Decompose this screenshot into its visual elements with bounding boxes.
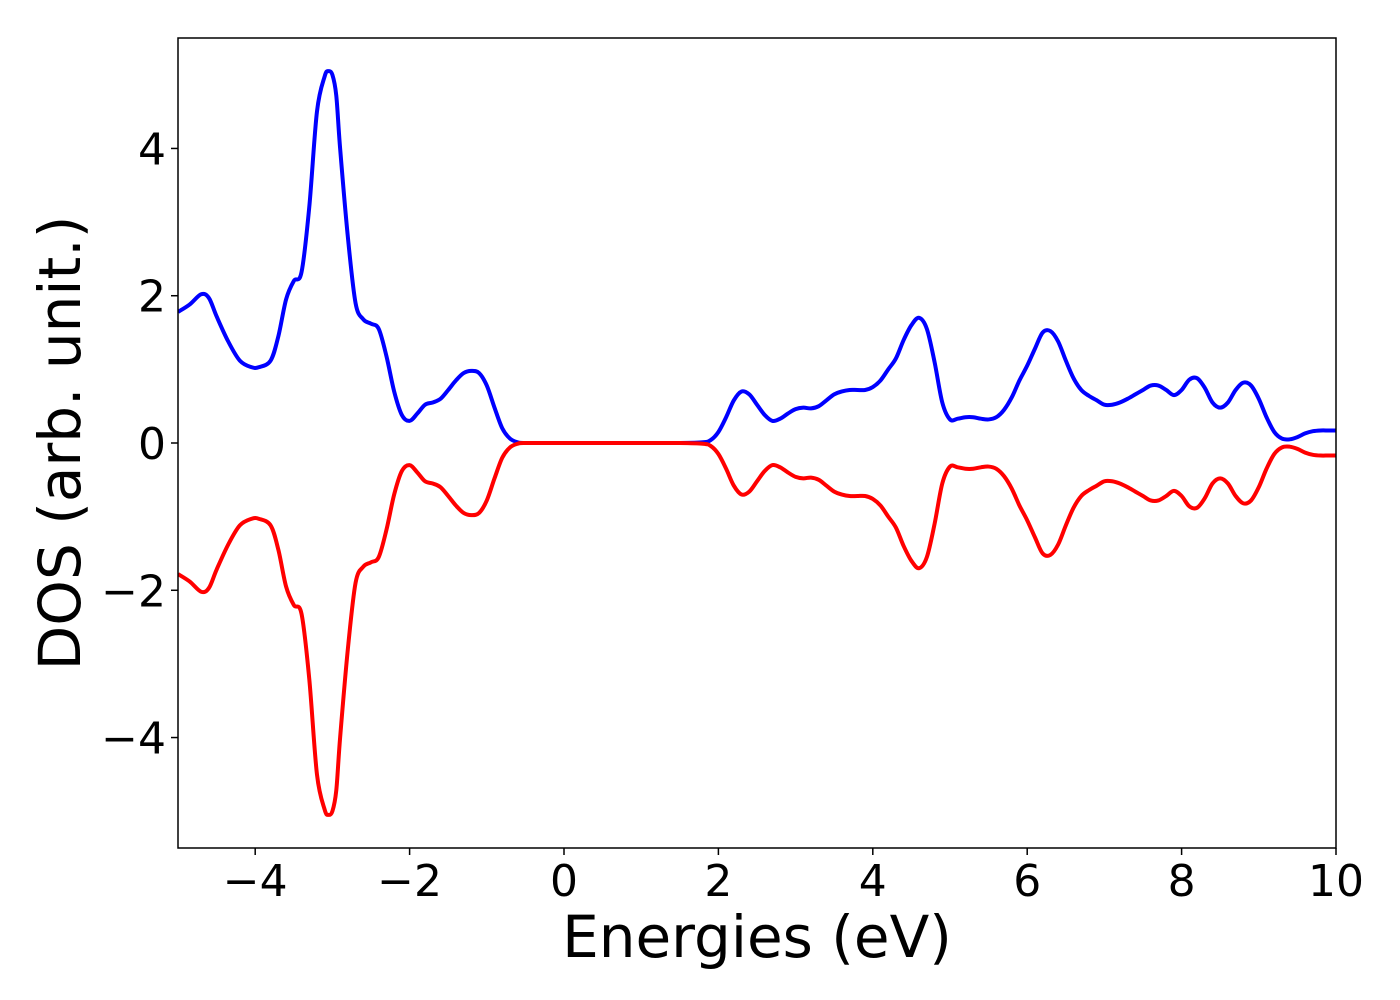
series-line-2 bbox=[178, 440, 1336, 817]
x-tick-label: 0 bbox=[550, 856, 578, 907]
y-tick-label: 2 bbox=[138, 272, 166, 323]
y-tick-label: −2 bbox=[101, 566, 166, 617]
x-tick-label: 10 bbox=[1308, 856, 1364, 907]
x-tick-label: 2 bbox=[704, 856, 732, 907]
y-tick-label: 4 bbox=[138, 124, 166, 175]
x-tick-label: 8 bbox=[1168, 856, 1196, 907]
x-tick-label: −4 bbox=[223, 856, 288, 907]
y-axis-ticks: −4 −2 0 2 4 bbox=[101, 124, 178, 765]
series-layer bbox=[178, 69, 1336, 817]
y-axis-label: DOS (arb. unit.) bbox=[26, 216, 94, 671]
x-axis-ticks: −4 −2 0 2 4 6 8 10 bbox=[223, 848, 1364, 907]
series-line-1 bbox=[178, 69, 1336, 446]
x-tick-label: −2 bbox=[377, 856, 442, 907]
x-tick-label: 4 bbox=[859, 856, 887, 907]
x-tick-label: 6 bbox=[1013, 856, 1041, 907]
x-axis-label: Energies (eV) bbox=[562, 903, 952, 971]
y-tick-label: −4 bbox=[101, 714, 166, 765]
y-tick-label: 0 bbox=[138, 419, 166, 470]
